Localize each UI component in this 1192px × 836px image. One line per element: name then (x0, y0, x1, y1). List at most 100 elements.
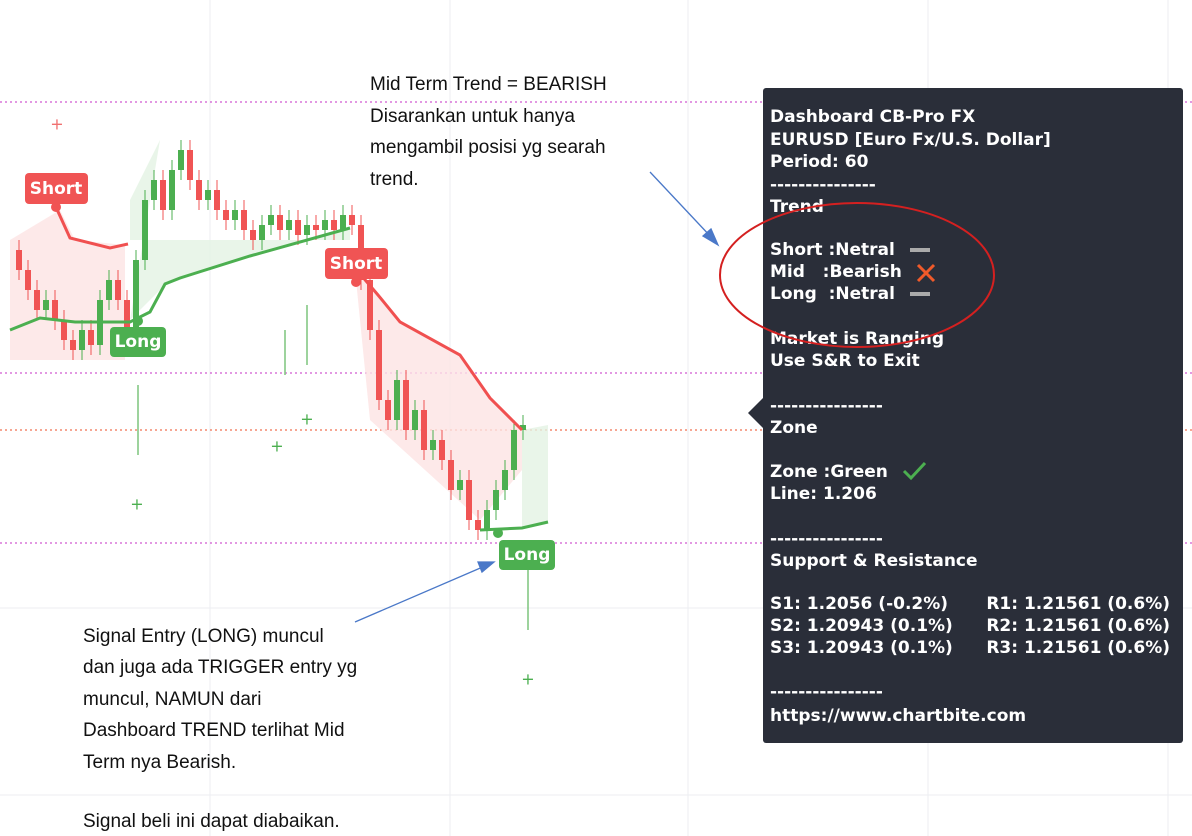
short-badge (25, 173, 88, 204)
candle-body (70, 340, 76, 350)
dash-line: Line: 1.206 (770, 484, 877, 504)
candle-body (241, 210, 247, 230)
short-label: Short (330, 254, 383, 274)
candle-body (115, 280, 121, 300)
dash-line: Long :Netral (770, 284, 895, 304)
candle-body (385, 400, 391, 420)
candle-body (223, 210, 229, 220)
dash-line: --------------- (770, 175, 876, 195)
svg-text:+: + (50, 115, 63, 134)
candle-body (430, 440, 436, 450)
support: S3: 1.20943 (0.1%) (770, 638, 953, 658)
candle-body (466, 480, 472, 520)
candle-body (457, 480, 463, 490)
candle-body (439, 440, 445, 460)
dash-line: Zone :Green (770, 462, 888, 482)
note-line: Signal Entry (LONG) muncul (83, 626, 324, 647)
candle-body (88, 330, 94, 345)
candle-body (394, 380, 400, 420)
candle-body (61, 320, 67, 340)
dashboard-panel (763, 88, 1183, 743)
candle-body (52, 300, 58, 320)
long-label: Long (504, 545, 551, 565)
dash-heading: Support & Resistance (770, 551, 978, 571)
long-badge (499, 540, 555, 570)
candle-body (133, 260, 139, 330)
note-line: dan juga ada TRIGGER entry yg (83, 657, 357, 678)
candle-body (304, 225, 310, 235)
candle-body (376, 330, 382, 400)
triggers (137, 305, 529, 630)
candle-body (250, 230, 256, 240)
candle-body (511, 430, 517, 470)
candle-body (349, 215, 355, 225)
trend-lines (9, 204, 549, 532)
candle-body (268, 215, 274, 225)
note-line: trend. (370, 169, 419, 190)
candle-body (259, 225, 265, 240)
candle-body (367, 280, 373, 330)
long-badge (110, 327, 166, 357)
dash-line: ---------------- (770, 396, 883, 416)
dash-line: Dashboard CB-Pro FX (770, 107, 975, 127)
candle-body (277, 215, 283, 230)
candle-body (151, 180, 157, 200)
candle-body (205, 190, 211, 200)
candle-body (313, 225, 319, 230)
candle-body (160, 180, 166, 210)
note-line: muncul, NAMUN dari (83, 689, 261, 710)
svg-text:+: + (130, 495, 143, 514)
candle-body (448, 460, 454, 490)
dash-heading: Trend (770, 197, 824, 217)
dash-line: ---------------- (770, 682, 883, 702)
candle-body (295, 220, 301, 235)
dash-heading: Zone (770, 418, 818, 438)
resistance: R2: 1.21561 (0.6%) (986, 616, 1170, 636)
candle-body (196, 180, 202, 200)
highlight-ellipse (719, 202, 995, 348)
svg-text:+: + (300, 410, 313, 429)
dash-line: Short :Netral (770, 240, 895, 260)
note-line: Dashboard TREND terlihat Mid (83, 720, 345, 741)
dash-line: ---------------- (770, 529, 883, 549)
candle-body (25, 270, 31, 290)
candle-body (142, 200, 148, 260)
dash-line: Mid :Bearish (770, 262, 902, 282)
signal-labels: Short Long Short Long (25, 173, 555, 570)
candle-body (178, 150, 184, 170)
dash-line: Use S&R to Exit (770, 351, 920, 371)
candle-body (169, 170, 175, 210)
svg-text:+: + (270, 437, 283, 456)
dashboard: Dashboard CB-Pro FX EURUSD [Euro Fx/U.S.… (748, 88, 1183, 743)
candle-body (412, 410, 418, 430)
dash-line: Period: 60 (770, 152, 869, 172)
support: S1: 1.2056 (-0.2%) (770, 594, 948, 614)
candle-body (286, 220, 292, 230)
candle-body (502, 470, 508, 490)
svg-text:+: + (521, 670, 534, 689)
candle-body (484, 510, 490, 530)
note-line: Signal beli ini dapat diabaikan. (83, 811, 340, 832)
candle-body (232, 210, 238, 220)
long-label: Long (115, 332, 162, 352)
candle-body (331, 220, 337, 230)
candle-body (493, 490, 499, 510)
candle-body (520, 425, 526, 430)
candle-body (106, 280, 112, 300)
candle-body (34, 290, 40, 310)
candle-body (475, 520, 481, 530)
resistance: R3: 1.21561 (0.6%) (986, 638, 1170, 658)
url: https://www.chartbite.com (770, 706, 1026, 726)
candle-body (421, 410, 427, 450)
short-label: Short (30, 179, 83, 199)
arrows (354, 171, 720, 623)
short-badge (325, 248, 388, 279)
resistance: R1: 1.21561 (0.6%) (986, 594, 1170, 614)
plus-markers: + + + + + (50, 115, 534, 689)
candle-body (403, 380, 409, 430)
note-line: Disarankan untuk hanya (370, 106, 575, 127)
note-line: Mid Term Trend = BEARISH (370, 74, 607, 95)
signal-note: Signal Entry (LONG) muncul dan juga ada … (83, 626, 357, 832)
candle-body (43, 300, 49, 310)
